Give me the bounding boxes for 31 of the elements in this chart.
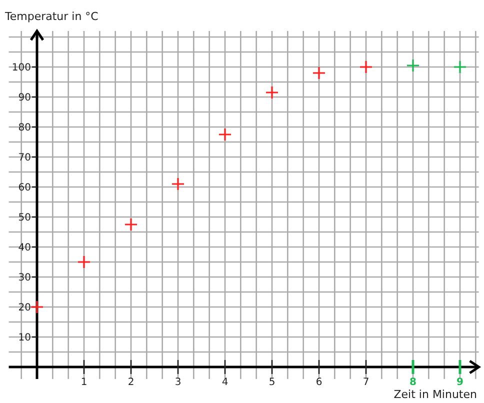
x-tick-label: 1 [80, 377, 88, 388]
point [30, 300, 44, 314]
x-tick-label: 8 [410, 377, 417, 388]
y-tick-label: 70 [18, 152, 31, 164]
y-axis-title: Temperatur in °C [4, 10, 99, 23]
point [453, 60, 467, 74]
x-tick-label: 7 [362, 377, 370, 388]
x-tick-label: 2 [128, 377, 134, 388]
point [406, 58, 420, 72]
y-tick-label: 80 [18, 122, 31, 134]
y-tick-label: 50 [18, 212, 31, 224]
x-tick-label: 4 [222, 377, 228, 388]
x-tick-label: 6 [316, 377, 322, 388]
point [124, 218, 138, 232]
y-tick-label: 90 [18, 92, 31, 104]
y-tick-label: 60 [18, 182, 31, 194]
point [77, 255, 91, 269]
y-tick-label: 40 [18, 242, 31, 254]
x-tick-label: 9 [456, 377, 464, 388]
x-tick-label: 5 [268, 377, 276, 388]
y-tick-label: 30 [18, 272, 31, 284]
point [218, 128, 232, 142]
x-tick-label: 3 [174, 377, 182, 388]
point [265, 86, 279, 100]
y-tick-label: 100 [12, 62, 31, 74]
y-tick-label: 10 [18, 332, 31, 344]
y-tick-label: 20 [18, 302, 31, 314]
point [312, 66, 326, 80]
point [359, 60, 373, 74]
point [171, 177, 185, 191]
x-axis-title: Zeit in Minuten [394, 388, 478, 401]
